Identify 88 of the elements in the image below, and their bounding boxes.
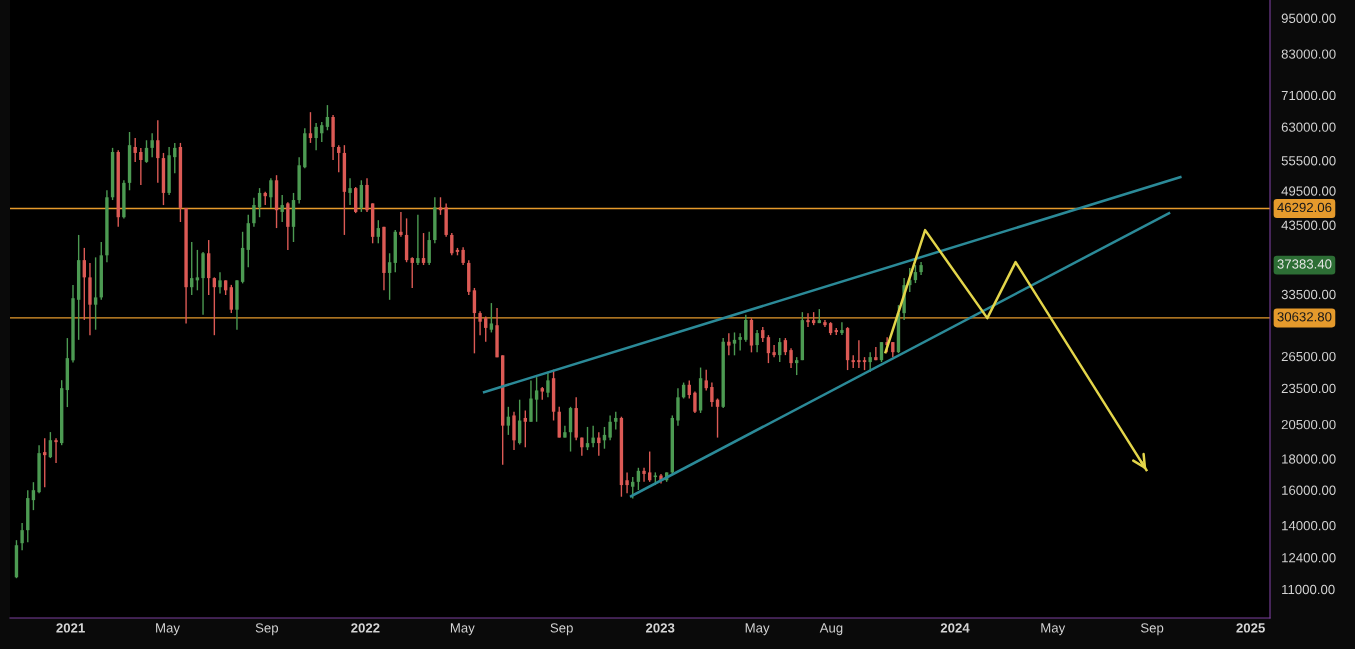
candlestick bbox=[484, 315, 488, 343]
y-tick-label: 23500.00 bbox=[1281, 383, 1336, 394]
y-tick-label: 43500.00 bbox=[1281, 220, 1336, 230]
candlestick bbox=[314, 122, 318, 151]
candlestick bbox=[93, 256, 98, 331]
candlestick bbox=[376, 219, 380, 244]
candlestick bbox=[546, 371, 550, 399]
candlestick bbox=[631, 476, 635, 500]
candlestick bbox=[772, 344, 776, 358]
candlestick bbox=[399, 211, 403, 238]
candlestick bbox=[472, 287, 477, 355]
candlestick bbox=[789, 347, 793, 369]
x-tick-label: Sep bbox=[1140, 623, 1164, 636]
candlestick bbox=[534, 376, 539, 423]
candlestick bbox=[150, 132, 154, 158]
candlestick bbox=[280, 194, 284, 223]
candlestick bbox=[693, 390, 697, 414]
candlestick bbox=[704, 368, 708, 392]
candlestick bbox=[523, 409, 527, 448]
y-tick-label: 20500.00 bbox=[1281, 419, 1336, 430]
candlestick bbox=[529, 379, 533, 423]
x-tick-label: Sep bbox=[550, 623, 573, 636]
y-tick-label: 12400.00 bbox=[1282, 553, 1336, 563]
candlestick bbox=[591, 424, 595, 448]
candlestick bbox=[727, 332, 731, 357]
candlestick bbox=[269, 177, 273, 209]
y-tick-label: 16000.00 bbox=[1282, 485, 1336, 495]
text: 37383.40 bbox=[1277, 259, 1332, 269]
candlestick bbox=[348, 177, 352, 206]
candlestick bbox=[738, 332, 742, 352]
candlestick bbox=[597, 431, 601, 457]
x-tick-label: Aug bbox=[819, 623, 843, 636]
x-tick-label: 2022 bbox=[351, 623, 380, 633]
candlestick bbox=[156, 119, 160, 184]
candlestick bbox=[857, 339, 861, 369]
candlestick bbox=[43, 437, 47, 488]
x-tick-label: 2024 bbox=[940, 623, 970, 633]
x-tick-label: May bbox=[156, 623, 180, 636]
y-tick-label: 11000.00 bbox=[1282, 584, 1335, 595]
y-tick-label: 95000.00 bbox=[1281, 13, 1336, 23]
candlestick bbox=[229, 284, 233, 314]
candlestick bbox=[139, 147, 143, 186]
candlestick bbox=[133, 137, 137, 163]
ref-line-label: 30632.80 bbox=[1277, 312, 1332, 322]
candlestick bbox=[286, 201, 290, 251]
candlestick bbox=[387, 252, 392, 301]
candlestick bbox=[427, 231, 431, 266]
candlestick bbox=[195, 249, 200, 291]
candlestick bbox=[506, 406, 511, 436]
candlestick bbox=[489, 302, 494, 334]
y-tick-label: 33500.00 bbox=[1281, 289, 1336, 300]
candlestick bbox=[806, 312, 810, 328]
x-tick-label: Sep bbox=[255, 623, 279, 636]
candlestick bbox=[478, 310, 482, 336]
candlestick bbox=[732, 331, 737, 357]
y-tick-label: 49500.00 bbox=[1281, 186, 1336, 196]
candlestick bbox=[337, 144, 341, 173]
ref-line-label: 46292.06 bbox=[1277, 202, 1332, 213]
y-tick-label: 83000.00 bbox=[1281, 49, 1336, 59]
candlestick bbox=[625, 471, 629, 495]
x-tick-label: May bbox=[450, 623, 475, 636]
candlestick bbox=[308, 111, 313, 144]
candlestick bbox=[54, 437, 58, 464]
candlestick bbox=[676, 387, 680, 427]
x-tick-label: May bbox=[745, 623, 770, 636]
y-tick-label: 18000.00 bbox=[1282, 454, 1336, 464]
candlestick bbox=[710, 381, 714, 408]
candlestick bbox=[608, 414, 612, 442]
candlestick bbox=[874, 346, 878, 361]
candlestick bbox=[744, 314, 748, 343]
y-tick-label: 26500.00 bbox=[1281, 351, 1336, 362]
candlestick bbox=[642, 467, 646, 483]
candlestick bbox=[20, 522, 24, 551]
candlestick bbox=[416, 214, 420, 266]
x-tick-label: 2021 bbox=[56, 623, 85, 633]
candlestick bbox=[840, 321, 844, 336]
candlestick bbox=[218, 271, 222, 295]
candlestick bbox=[450, 232, 454, 257]
y-tick-label: 14000.00 bbox=[1282, 520, 1336, 531]
x-tick-label: 2025 bbox=[1236, 623, 1265, 633]
y-tick-label: 71000.00 bbox=[1281, 90, 1336, 101]
candlestick bbox=[252, 197, 256, 228]
x-tick-label: May bbox=[1041, 623, 1066, 636]
x-tick-label: 2023 bbox=[645, 623, 675, 633]
y-tick-label: 55500.00 bbox=[1281, 156, 1336, 166]
candlestick bbox=[755, 329, 759, 353]
y-tick-label: 63000.00 bbox=[1281, 122, 1336, 132]
candlestick bbox=[517, 398, 522, 446]
